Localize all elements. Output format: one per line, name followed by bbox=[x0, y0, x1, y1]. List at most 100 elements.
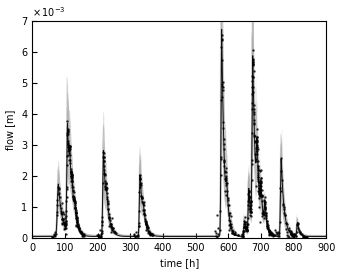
Point bbox=[288, 235, 294, 240]
Point bbox=[232, 232, 238, 236]
Point bbox=[249, 177, 255, 182]
Point bbox=[270, 233, 276, 238]
Point bbox=[242, 215, 247, 219]
Point bbox=[72, 201, 77, 205]
Point bbox=[62, 223, 68, 227]
Point bbox=[50, 236, 56, 240]
Point bbox=[102, 184, 107, 189]
Point bbox=[272, 236, 277, 241]
Point bbox=[266, 229, 271, 233]
Point bbox=[107, 218, 113, 222]
Point bbox=[132, 236, 138, 241]
Point bbox=[255, 164, 261, 168]
Point bbox=[248, 210, 253, 215]
Point bbox=[224, 189, 230, 193]
Point bbox=[67, 145, 72, 149]
Point bbox=[223, 170, 228, 174]
Point bbox=[257, 189, 262, 194]
Point bbox=[266, 230, 271, 234]
Point bbox=[220, 85, 225, 89]
Point bbox=[107, 215, 112, 220]
Point bbox=[278, 186, 283, 190]
Point bbox=[64, 187, 69, 191]
Point bbox=[240, 233, 246, 238]
Point bbox=[72, 198, 77, 202]
Point bbox=[76, 227, 82, 232]
Point bbox=[256, 171, 261, 175]
Point bbox=[243, 228, 249, 232]
Point bbox=[65, 127, 70, 131]
Point bbox=[252, 133, 257, 137]
Point bbox=[243, 222, 248, 226]
Point bbox=[257, 192, 263, 196]
Point bbox=[213, 234, 218, 239]
Point bbox=[143, 221, 149, 226]
Point bbox=[142, 219, 148, 223]
Point bbox=[74, 224, 79, 228]
Point bbox=[257, 193, 263, 197]
Point bbox=[301, 233, 307, 238]
Point bbox=[60, 216, 65, 221]
Point bbox=[267, 232, 273, 236]
Point bbox=[102, 168, 107, 173]
Point bbox=[142, 217, 148, 221]
Point bbox=[277, 219, 283, 224]
Point bbox=[109, 226, 114, 230]
Point bbox=[144, 223, 149, 227]
Point bbox=[221, 158, 227, 163]
Point bbox=[64, 163, 70, 168]
Point bbox=[135, 236, 141, 240]
Point bbox=[219, 82, 225, 86]
Point bbox=[241, 225, 247, 229]
Point bbox=[258, 176, 264, 180]
Point bbox=[221, 147, 227, 152]
Point bbox=[78, 230, 83, 234]
Point bbox=[70, 185, 75, 189]
Point bbox=[248, 213, 254, 218]
Point bbox=[138, 183, 143, 187]
Point bbox=[75, 224, 81, 229]
Point bbox=[71, 195, 77, 199]
Point bbox=[285, 236, 290, 240]
Point bbox=[273, 230, 279, 234]
Point bbox=[71, 196, 76, 201]
Point bbox=[137, 173, 143, 178]
Point bbox=[222, 163, 227, 168]
Point bbox=[264, 219, 269, 224]
Point bbox=[145, 226, 150, 231]
Point bbox=[267, 229, 272, 233]
Point bbox=[263, 205, 268, 209]
Point bbox=[253, 158, 259, 163]
Point bbox=[286, 235, 292, 239]
Point bbox=[294, 221, 300, 226]
Point bbox=[112, 230, 117, 235]
Point bbox=[225, 198, 231, 202]
Point bbox=[266, 228, 271, 232]
Point bbox=[109, 227, 115, 231]
Point bbox=[105, 207, 110, 212]
Point bbox=[100, 215, 105, 219]
Point bbox=[262, 195, 268, 199]
Point bbox=[253, 152, 258, 156]
Point bbox=[218, 172, 223, 177]
Point bbox=[49, 235, 55, 240]
Point bbox=[224, 181, 229, 185]
Point bbox=[70, 194, 76, 198]
Point bbox=[269, 231, 274, 236]
Point bbox=[71, 196, 77, 201]
Point bbox=[106, 224, 112, 228]
Point bbox=[100, 223, 105, 227]
Point bbox=[137, 176, 143, 180]
Point bbox=[73, 210, 78, 214]
Point bbox=[255, 149, 260, 153]
Point bbox=[251, 110, 256, 114]
Point bbox=[260, 214, 265, 219]
Text: $\times\,10^{-3}$: $\times\,10^{-3}$ bbox=[32, 5, 66, 19]
Point bbox=[68, 170, 74, 174]
Point bbox=[94, 238, 100, 243]
Point bbox=[254, 139, 260, 144]
Point bbox=[265, 223, 270, 227]
Point bbox=[263, 205, 268, 209]
Point bbox=[102, 178, 108, 183]
Point bbox=[61, 220, 66, 225]
